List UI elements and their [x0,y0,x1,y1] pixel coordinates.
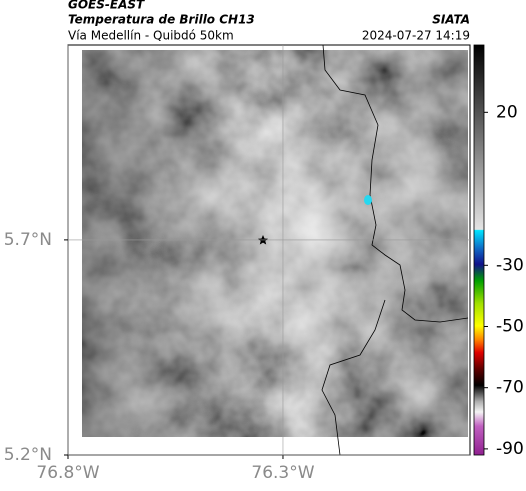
colorbar-tick-label: -90 [496,439,524,459]
x-tick-label: 76.3°W [251,463,314,483]
map-panel [67,44,471,456]
y-tick-label: 5.7°N [4,230,52,250]
y-tick-label: 5.2°N [4,445,52,465]
border [321,299,386,456]
colorbar-tick-label: 20 [496,102,518,122]
datetime: 2024-07-27 14:19 [362,29,470,43]
x-tick-label: 76.8°W [36,463,99,483]
title: GOES-EAST [68,0,145,12]
dark-area [82,50,468,437]
border [322,44,469,323]
axes: 76.8°W 76.3°W 5.7°N 5.2°N 20 -30 -50 -70 -90 [4,45,524,483]
source: SIATA [432,13,470,27]
cold-cloud [364,195,372,205]
subtitle: Temperatura de Brillo CH13 [68,13,255,27]
region: Vía Medellín - Quibdó 50km [68,29,234,43]
colorbar [473,44,485,456]
colorbar-tick-label: -50 [496,316,524,336]
colorbar-tick-label: -70 [496,378,524,398]
colorbar-tick-label: -30 [496,255,524,275]
